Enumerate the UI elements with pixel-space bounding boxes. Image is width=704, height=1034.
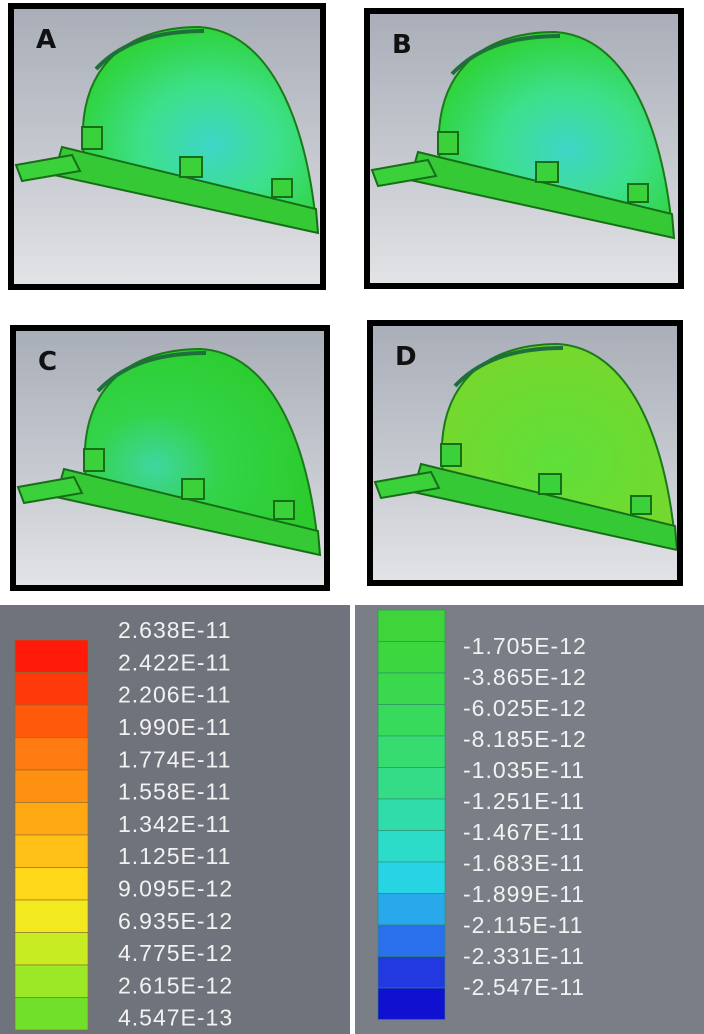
simulation-image bbox=[14, 9, 320, 284]
color-swatch bbox=[378, 988, 445, 1020]
color-swatch bbox=[378, 831, 445, 863]
color-swatch bbox=[15, 705, 88, 738]
color-swatch bbox=[378, 705, 445, 737]
color-swatch bbox=[15, 835, 88, 868]
legend-label: 1.558E-11 bbox=[118, 779, 231, 805]
legend-label: 9.095E-12 bbox=[118, 875, 233, 901]
color-swatch bbox=[378, 957, 445, 989]
legend-panel: -1.705E-12 -3.865E-12 -6.025E-12 -8.185E-12… bbox=[355, 605, 704, 1034]
simulation-image bbox=[370, 14, 678, 283]
legend-label: 1.990E-11 bbox=[118, 714, 231, 740]
legend-label: -1.705E-12 bbox=[463, 633, 587, 659]
color-swatch bbox=[15, 900, 88, 933]
panel: C bbox=[10, 325, 330, 591]
color-swatch bbox=[378, 736, 445, 768]
panel-label: B bbox=[392, 30, 412, 60]
color-swatch bbox=[15, 770, 88, 803]
legend-panel: 2.638E-11 2.422E-11 2.206E-11 1.990E-11 1.77… bbox=[0, 605, 350, 1034]
color-swatch bbox=[15, 673, 88, 706]
legend-label: 1.774E-11 bbox=[118, 746, 231, 772]
legend-label: -8.185E-12 bbox=[463, 726, 587, 752]
legend-label: -2.115E-11 bbox=[463, 912, 583, 938]
legend-label: 2.206E-11 bbox=[118, 682, 231, 708]
legend-label: 4.547E-13 bbox=[118, 1005, 233, 1031]
figure: A B C D 2.638E-11 2.422E-11 2.206E-11 1.990… bbox=[0, 0, 704, 1034]
color-swatch bbox=[378, 768, 445, 800]
simulation-image bbox=[373, 326, 677, 580]
panel-label: C bbox=[38, 347, 57, 377]
color-swatch bbox=[378, 894, 445, 926]
legend-label: -2.331E-11 bbox=[463, 943, 585, 969]
legend-label: -6.025E-12 bbox=[463, 695, 587, 721]
color-swatch bbox=[378, 925, 445, 957]
simulation-image bbox=[16, 331, 324, 585]
panel: B bbox=[364, 8, 684, 289]
color-swatch bbox=[378, 642, 445, 674]
color-swatch bbox=[378, 610, 445, 642]
legend-left: 2.638E-11 2.422E-11 2.206E-11 1.990E-11 1.77… bbox=[0, 605, 350, 1034]
legend-label: -1.251E-11 bbox=[463, 788, 585, 814]
legend-label: 2.615E-12 bbox=[118, 972, 233, 998]
legend-label: -1.467E-11 bbox=[463, 819, 585, 845]
legend-label: 6.935E-12 bbox=[118, 908, 233, 934]
color-swatch bbox=[15, 640, 88, 673]
color-swatch bbox=[378, 862, 445, 894]
legend-label: -3.865E-12 bbox=[463, 664, 587, 690]
panel: A bbox=[8, 3, 326, 290]
legend-label: 2.422E-11 bbox=[118, 649, 231, 675]
legend-right: -1.705E-12 -3.865E-12 -6.025E-12 -8.185E-12… bbox=[355, 605, 704, 1034]
color-swatch bbox=[15, 965, 88, 998]
legend-label: -2.547E-11 bbox=[463, 974, 585, 1000]
legend-label: 1.125E-11 bbox=[118, 843, 231, 869]
panel-label: D bbox=[395, 342, 417, 372]
color-swatch bbox=[15, 933, 88, 966]
color-swatch bbox=[15, 868, 88, 901]
legend-label: -1.683E-11 bbox=[463, 850, 585, 876]
color-swatch bbox=[15, 998, 88, 1031]
color-swatch bbox=[378, 799, 445, 831]
legend-label: -1.035E-11 bbox=[463, 757, 585, 783]
color-swatch bbox=[15, 738, 88, 771]
legend-label: -1.899E-11 bbox=[463, 881, 585, 907]
panel-label: A bbox=[36, 25, 56, 55]
legend-label: 2.638E-11 bbox=[118, 617, 231, 643]
panel: D bbox=[367, 320, 683, 586]
color-swatch bbox=[15, 803, 88, 836]
legend-label: 4.775E-12 bbox=[118, 940, 233, 966]
legend-label: 1.342E-11 bbox=[118, 811, 231, 837]
color-swatch bbox=[378, 673, 445, 705]
